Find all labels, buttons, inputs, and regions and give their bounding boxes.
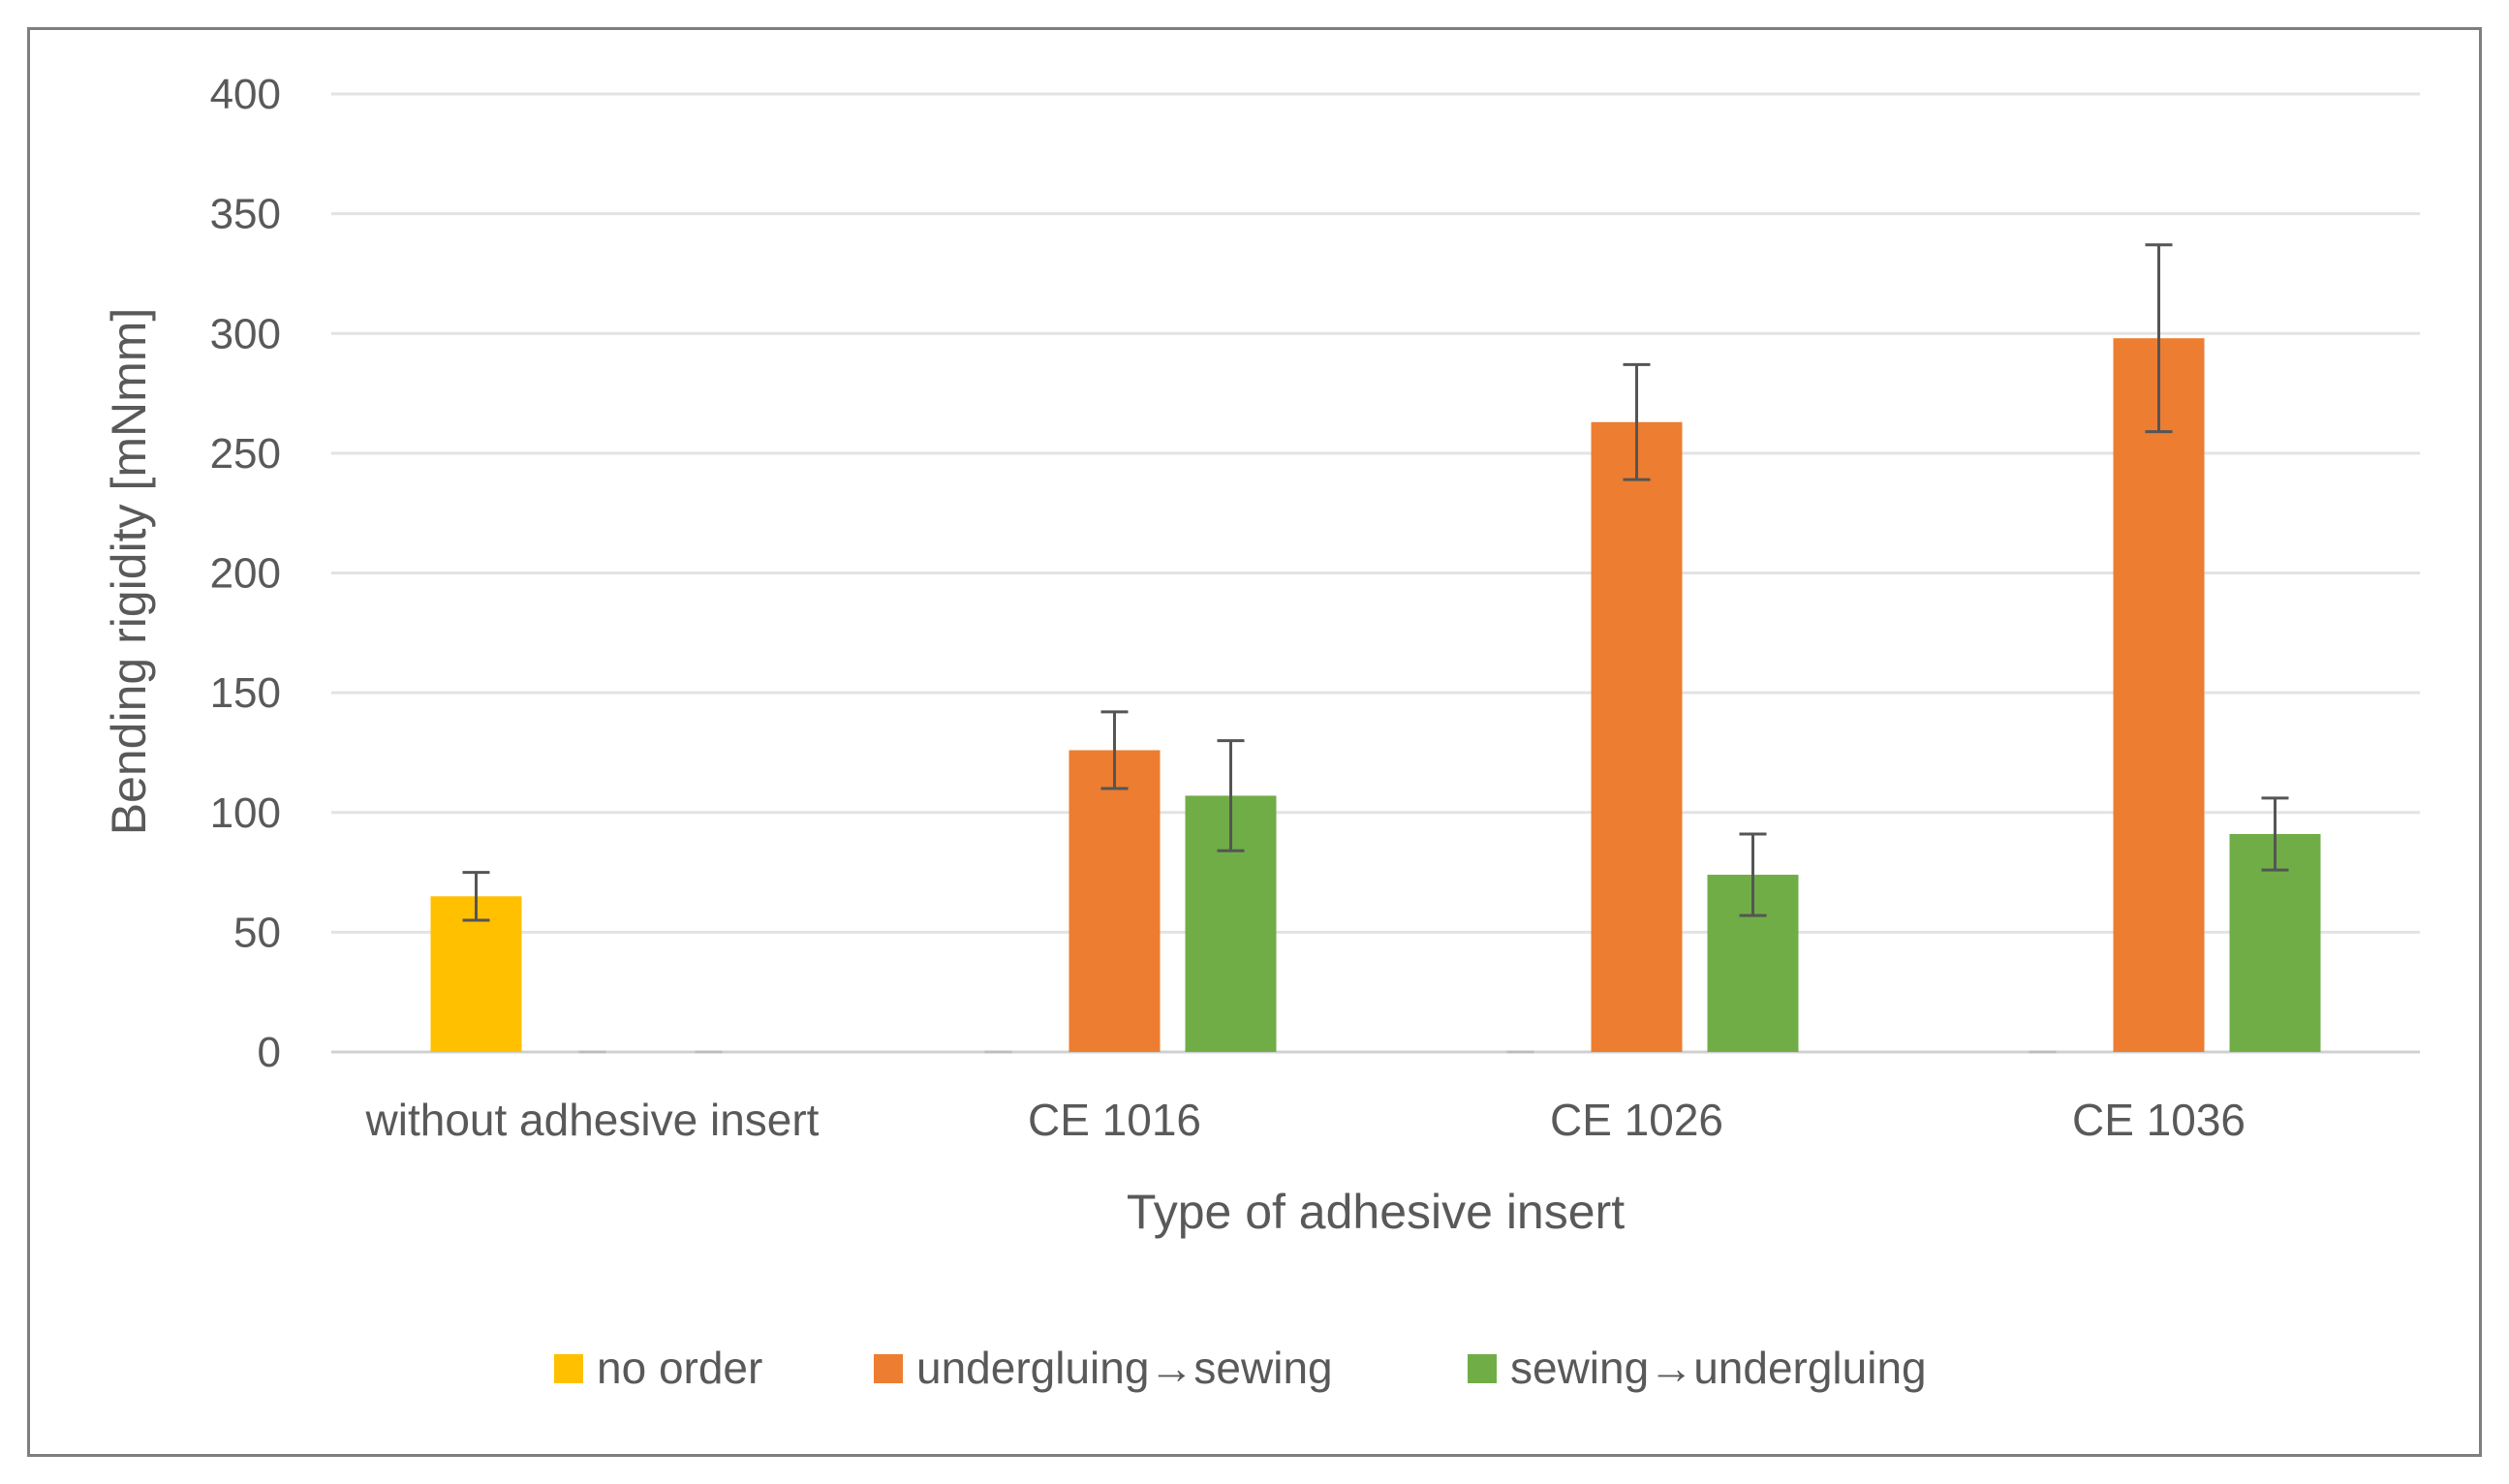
legend-label: sewing→undergluing <box>1510 1343 1927 1393</box>
x-category-label: CE 1026 <box>1550 1095 1723 1145</box>
legend-item: sewing→undergluing <box>1468 1343 1927 1393</box>
legend: no order undergluing→sewing sewing→undergl… <box>554 1343 1927 1393</box>
error-bars <box>462 243 2289 1054</box>
x-category-label: CE 1016 <box>1028 1095 1201 1145</box>
x-category-labels: without adhesive insert CE 1016 CE 1026 CE … <box>365 1095 2246 1145</box>
y-tick-label: 100 <box>210 789 281 837</box>
y-tick-label: 250 <box>210 430 281 478</box>
bar <box>430 896 522 1052</box>
y-axis-title: Bending rigidity [mNmm] <box>102 308 156 836</box>
bar <box>2113 338 2205 1052</box>
legend-swatch <box>1468 1354 1497 1383</box>
bar <box>1591 421 1683 1052</box>
y-tick-label: 150 <box>210 669 281 717</box>
y-tick-label: 300 <box>210 310 281 357</box>
y-tick-label: 0 <box>258 1029 281 1076</box>
legend-swatch <box>874 1354 903 1383</box>
y-tick-label: 350 <box>210 191 281 238</box>
x-category-label: CE 1036 <box>2072 1095 2246 1145</box>
y-tick-label: 200 <box>210 550 281 598</box>
legend-swatch <box>554 1354 583 1383</box>
bars <box>430 338 2321 1052</box>
x-category-label: without adhesive insert <box>365 1095 820 1145</box>
y-tick-label: 50 <box>233 909 281 956</box>
legend-label: undergluing→sewing <box>916 1343 1333 1393</box>
legend-item: no order <box>554 1343 762 1393</box>
chart-frame <box>27 27 2482 1457</box>
legend-label: no order <box>597 1343 762 1393</box>
bar <box>1069 750 1161 1052</box>
legend-item: undergluing→sewing <box>874 1343 1333 1393</box>
y-tick-label: 400 <box>210 71 281 118</box>
x-axis-title: Type of adhesive insert <box>1127 1185 1625 1239</box>
y-tick-labels: 0 50 100 150 200 250 300 350 400 <box>210 71 281 1076</box>
gridlines <box>331 92 2420 1054</box>
